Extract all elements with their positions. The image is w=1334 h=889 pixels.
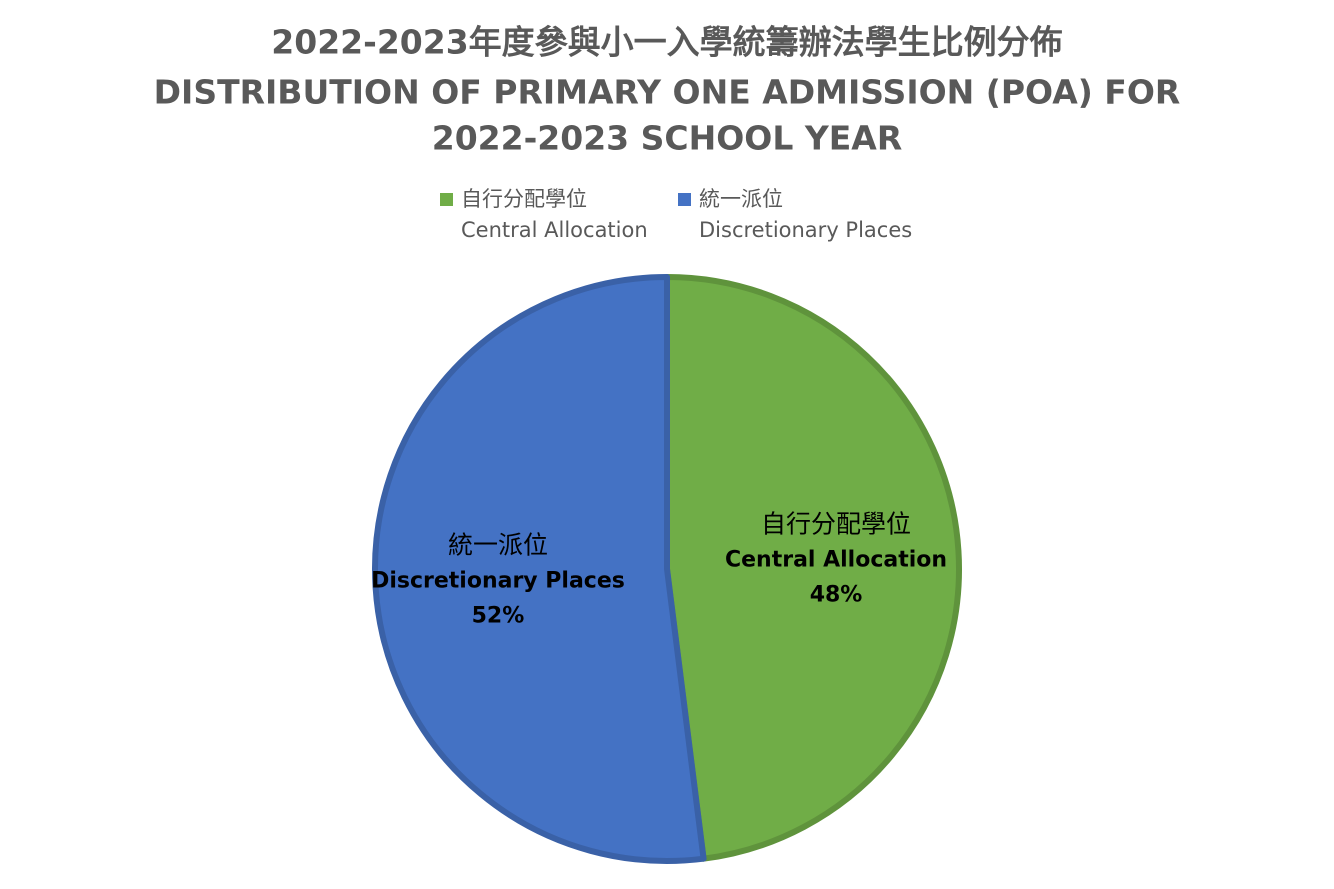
pie-slice (372, 274, 707, 864)
legend-label: Central Allocation (461, 218, 648, 242)
slice-label: 自行分配學位 (761, 509, 911, 538)
slice-label: Central Allocation (725, 547, 947, 572)
legend-label: 自行分配學位 (461, 187, 587, 211)
slice-value-label: 48% (810, 582, 863, 607)
slice-label: 統一派位 (448, 531, 548, 560)
pie-slice (664, 274, 962, 862)
legend-label: 統一派位 (699, 187, 783, 211)
slice-label: Discretionary Places (371, 569, 625, 594)
legend-swatch (678, 193, 691, 206)
chart-subtitle: DISTRIBUTION OF PRIMARY ONE ADMISSION (P… (154, 73, 1181, 112)
chart-subtitle: 2022-2023 SCHOOL YEAR (432, 119, 903, 158)
legend-swatch (440, 193, 453, 206)
chart-title: 2022-2023年度參與小一入學統籌辦法學生比例分佈 (271, 23, 1062, 62)
slice-value-label: 52% (472, 604, 525, 629)
legend-label: Discretionary Places (699, 218, 912, 242)
